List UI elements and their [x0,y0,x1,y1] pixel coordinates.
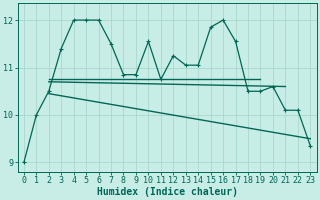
X-axis label: Humidex (Indice chaleur): Humidex (Indice chaleur) [97,186,237,197]
